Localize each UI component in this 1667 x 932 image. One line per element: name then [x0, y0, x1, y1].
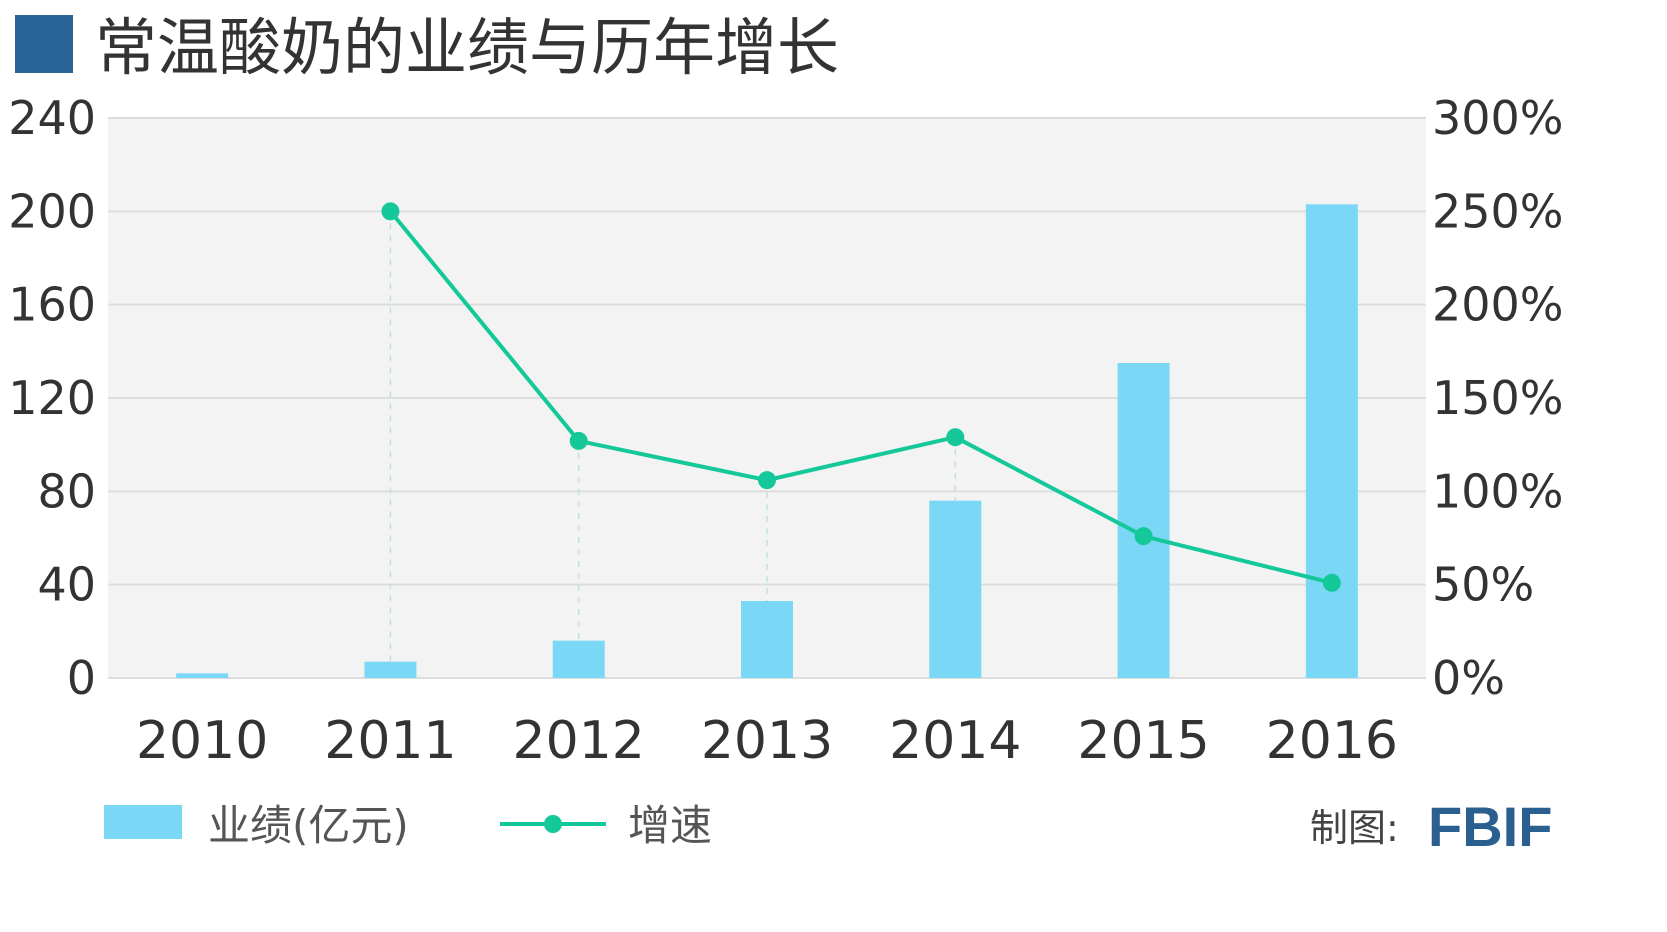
bar-series: [176, 204, 1358, 679]
left-tick-label: 160: [8, 278, 96, 332]
bar: [176, 673, 229, 678]
bar: [1117, 363, 1170, 678]
x-tick-label: 2012: [513, 711, 645, 771]
x-tick-label: 2011: [324, 711, 456, 771]
left-tick-label: 40: [37, 558, 96, 612]
legend-bar-label: 业绩(亿元): [208, 801, 409, 850]
growth-point: [381, 202, 400, 221]
x-tick-label: 2013: [701, 711, 833, 771]
right-tick-label: 150%: [1432, 371, 1564, 425]
right-y-axis: 0% 50% 100% 150% 200% 250% 300%: [1432, 91, 1564, 705]
right-tick-label: 200%: [1432, 278, 1564, 332]
left-y-axis: 0 40 80 120 160 200 240: [8, 91, 96, 705]
gridlines: [108, 117, 1426, 679]
growth-point: [569, 431, 588, 450]
left-tick-label: 200: [8, 184, 96, 238]
x-axis: 2010 2011 2012 2013 2014 2015 2016: [136, 711, 1398, 771]
right-tick-label: 0%: [1432, 651, 1505, 705]
bar: [552, 640, 605, 678]
legend-line-marker: [544, 815, 562, 833]
left-tick-label: 0: [67, 651, 96, 705]
bar: [929, 500, 982, 678]
right-tick-label: 300%: [1432, 91, 1564, 145]
right-tick-label: 250%: [1432, 184, 1564, 238]
x-tick-label: 2015: [1077, 711, 1209, 771]
x-tick-label: 2016: [1266, 711, 1398, 771]
left-tick-label: 120: [8, 371, 96, 425]
bar: [741, 601, 793, 678]
x-tick-label: 2010: [136, 711, 268, 771]
growth-point: [946, 428, 965, 447]
legend: 业绩(亿元) 增速: [104, 801, 712, 850]
title-marker: [15, 15, 73, 73]
line-series: [381, 202, 1341, 592]
growth-point: [1322, 573, 1341, 592]
x-tick-label: 2014: [889, 711, 1021, 771]
legend-bar-swatch: [104, 805, 182, 839]
right-tick-label: 50%: [1432, 558, 1534, 612]
right-tick-label: 100%: [1432, 464, 1564, 518]
bar: [364, 661, 417, 678]
left-tick-label: 80: [37, 464, 96, 518]
growth-point: [1134, 527, 1153, 546]
legend-line-label: 增速: [628, 801, 712, 850]
bar: [1305, 204, 1358, 679]
growth-point: [758, 471, 776, 490]
brand-logo-text: FBIF: [1428, 795, 1552, 858]
chart-title: 常温酸奶的业绩与历年增长: [95, 11, 839, 84]
left-tick-label: 240: [8, 91, 96, 145]
growth-line: [388, 210, 1333, 585]
credit-label: 制图:: [1310, 806, 1399, 850]
